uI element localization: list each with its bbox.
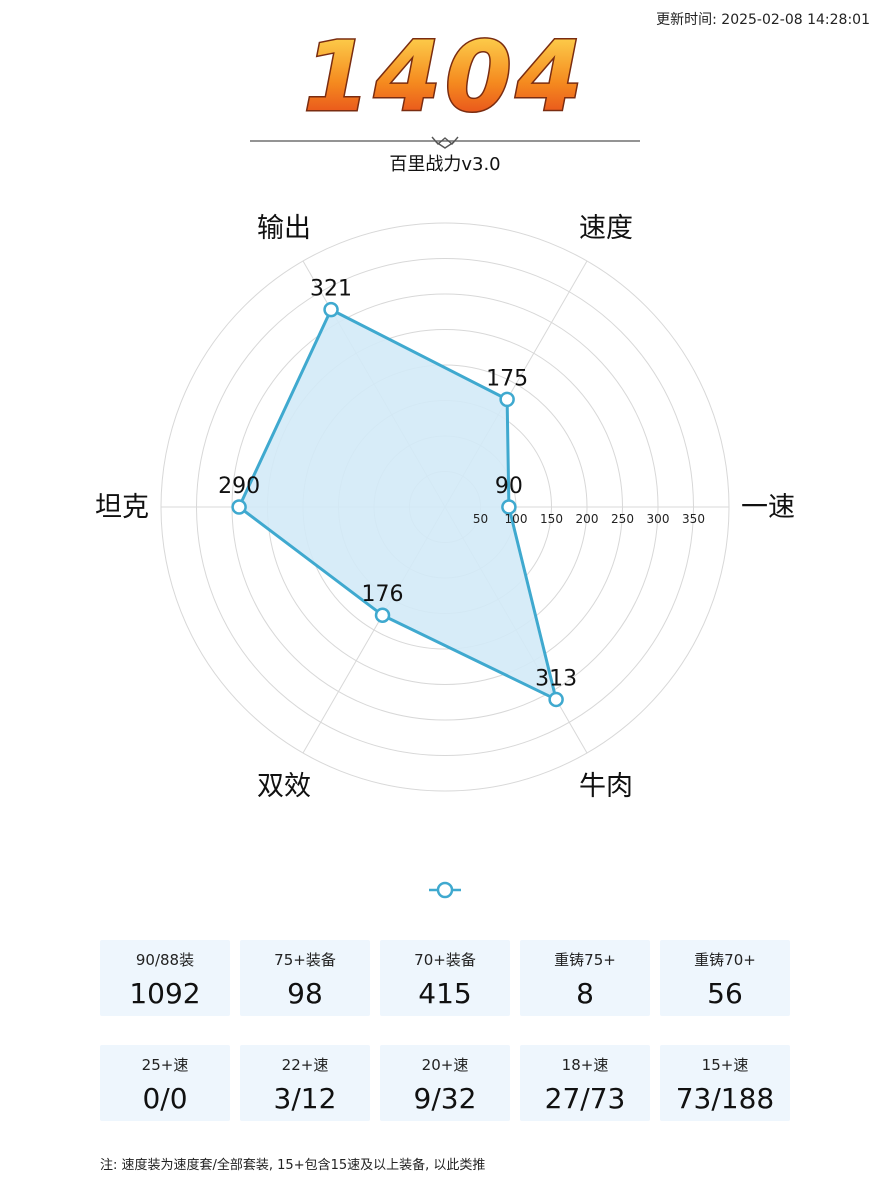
data-point <box>231 499 247 515</box>
value-label: 321 <box>310 277 352 302</box>
stat-label: 重铸70+ <box>694 951 756 969</box>
radar-chart: 50 100 150 200 250 300 350 175 90 313 176 290 321 速度一… <box>95 213 795 802</box>
value-label: 175 <box>486 366 528 391</box>
stat-label: 90/88装 <box>135 951 195 969</box>
stat-card: 90/88装 1092 <box>100 940 230 1016</box>
axis-label: 坦克 <box>95 492 149 523</box>
data-point <box>501 499 517 515</box>
legend-marker-icon <box>429 881 461 899</box>
tick-label: 200 <box>576 512 599 526</box>
title-divider <box>250 136 640 149</box>
stats-panel: 90/88装 1092 75+装备 98 70+装备 415 重铸75+ 8 重铸70+… <box>100 940 792 1121</box>
stat-card: 重铸75+ 8 <box>520 940 650 1016</box>
stat-value: 98 <box>287 977 323 1010</box>
stat-card: 15+速 73/188 <box>660 1045 790 1121</box>
stat-label: 75+装备 <box>274 951 336 969</box>
stat-card: 75+装备 98 <box>240 940 370 1016</box>
stat-value: 8 <box>576 977 594 1010</box>
stat-card: 25+速 0/0 <box>100 1045 230 1121</box>
tick-label: 300 <box>647 512 670 526</box>
axis-label: 输出 <box>257 213 311 244</box>
equipment-stats-row: 90/88装 1092 75+装备 98 70+装备 415 重铸75+ 8 重铸70+… <box>100 940 792 1016</box>
axis-label: 牛肉 <box>579 771 633 802</box>
stat-card: 18+速 27/73 <box>520 1045 650 1121</box>
data-point <box>499 391 515 408</box>
stat-value: 73/188 <box>675 1082 775 1115</box>
chart-subtitle: 百里战力v3.0 <box>389 154 501 175</box>
tick-label: 50 <box>473 512 488 526</box>
stat-card: 22+速 3/12 <box>240 1045 370 1121</box>
stat-value: 56 <box>707 977 743 1010</box>
stat-label: 20+速 <box>421 1056 469 1074</box>
data-point <box>323 301 339 318</box>
tick-label: 350 <box>682 512 705 526</box>
stat-value: 9/32 <box>413 1082 477 1115</box>
score-value: 1404 <box>303 22 586 133</box>
stat-card: 重铸70+ 56 <box>660 940 790 1016</box>
stat-value: 1092 <box>129 977 201 1010</box>
tick-label: 250 <box>611 512 634 526</box>
stat-value: 0/0 <box>142 1082 188 1115</box>
stat-label: 22+速 <box>281 1056 329 1074</box>
value-label: 290 <box>218 474 260 499</box>
value-label: 90 <box>495 474 523 499</box>
axis-label: 速度 <box>579 213 633 244</box>
stat-value: 415 <box>418 977 472 1010</box>
tick-label: 150 <box>540 512 563 526</box>
stat-value: 3/12 <box>273 1082 337 1115</box>
data-point <box>374 607 391 623</box>
data-point <box>548 691 564 708</box>
stat-label: 重铸75+ <box>554 951 616 969</box>
value-label: 176 <box>362 582 404 607</box>
stat-label: 18+速 <box>561 1056 609 1074</box>
update-timestamp: 更新时间: 2025-02-08 14:28:01 <box>656 12 870 28</box>
score-display: 1404 <box>0 22 890 142</box>
divider-ornament-icon <box>431 136 459 149</box>
stat-label: 25+速 <box>141 1056 189 1074</box>
speed-stats-row: 25+速 0/0 22+速 3/12 20+速 9/32 18+速 27/73 15+速… <box>100 1045 792 1121</box>
tick-label: 100 <box>505 512 528 526</box>
stat-card: 20+速 9/32 <box>380 1045 510 1121</box>
footnote: 注: 速度装为速度套/全部套装, 15+包含15速及以上装备, 以此类推 <box>100 1158 486 1173</box>
stat-value: 27/73 <box>544 1082 626 1115</box>
stat-label: 70+装备 <box>414 951 476 969</box>
value-label: 313 <box>535 666 577 691</box>
stat-label: 15+速 <box>701 1056 749 1074</box>
axis-label: 一速 <box>741 492 795 523</box>
stat-card: 70+装备 415 <box>380 940 510 1016</box>
axis-label: 双效 <box>257 771 311 802</box>
